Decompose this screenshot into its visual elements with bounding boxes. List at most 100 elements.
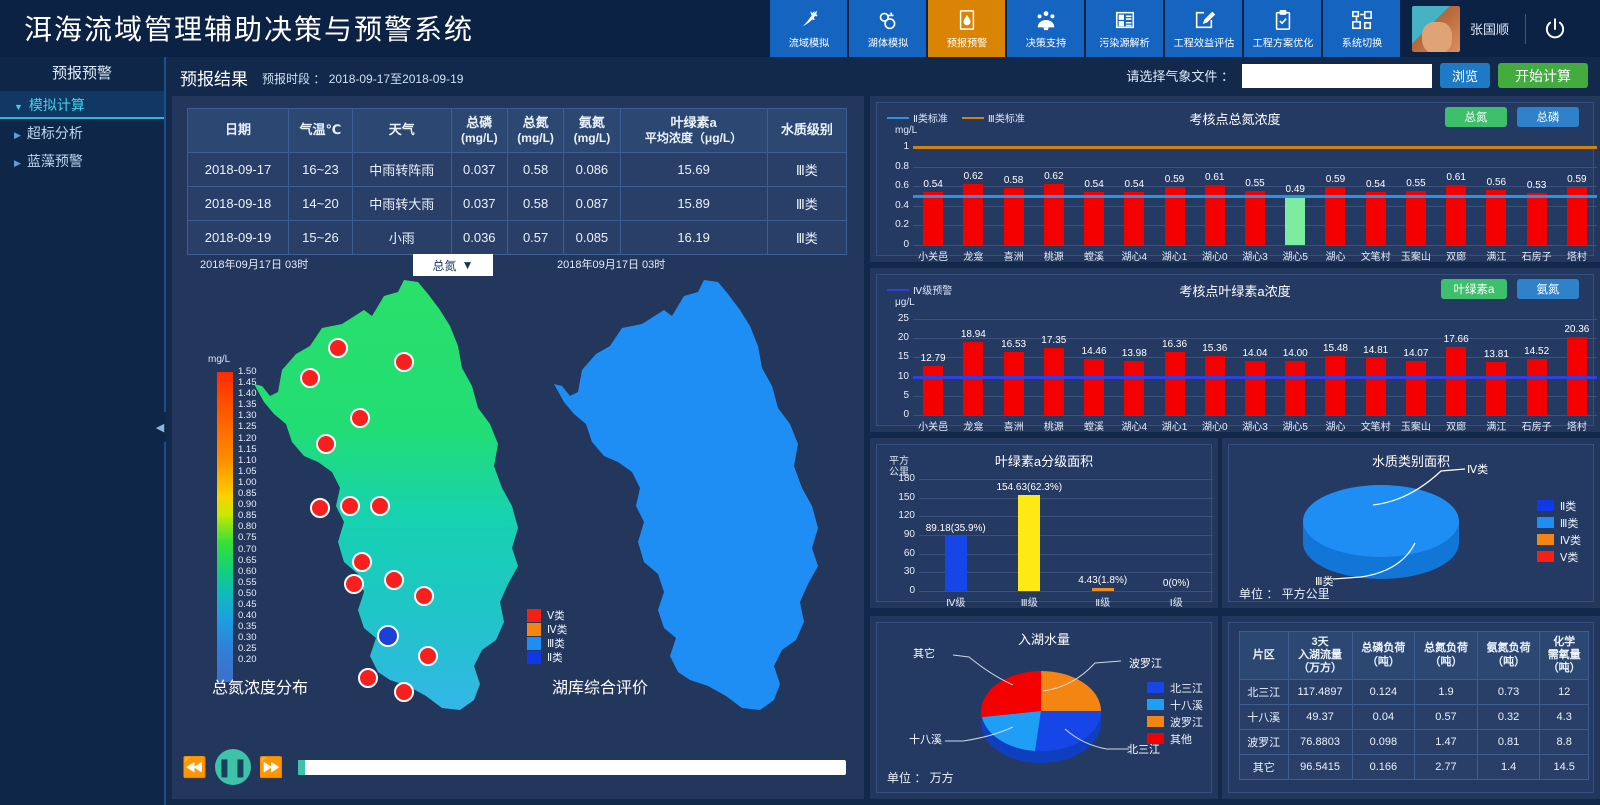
bar[interactable] bbox=[1285, 361, 1306, 415]
pie-legend-row[interactable]: Ⅴ类 bbox=[1536, 548, 1581, 565]
timeline-scrubber[interactable] bbox=[297, 759, 846, 775]
bar[interactable] bbox=[1486, 190, 1507, 245]
bar[interactable] bbox=[1486, 361, 1507, 415]
bar[interactable] bbox=[1164, 187, 1185, 245]
bar[interactable] bbox=[1164, 352, 1185, 415]
pie-legend-row[interactable]: Ⅲ类 bbox=[1536, 514, 1581, 531]
chart-wq-area: 水质类别面积 Ⅳ类 Ⅲ类 单位 ： 平方公里 Ⅱ类 Ⅲ类 Ⅳ类 Ⅴ类 bbox=[1228, 444, 1594, 602]
bar[interactable] bbox=[1003, 351, 1024, 415]
bar[interactable] bbox=[1204, 185, 1225, 245]
bar[interactable] bbox=[1446, 347, 1467, 415]
pie-legend-row[interactable]: Ⅳ类 bbox=[1536, 531, 1581, 548]
bar[interactable] bbox=[1325, 355, 1346, 415]
inflow-pie[interactable] bbox=[977, 665, 1112, 775]
gridline bbox=[919, 591, 1213, 592]
bar[interactable] bbox=[923, 192, 944, 245]
power-icon[interactable] bbox=[1542, 16, 1568, 42]
nav-tab-2[interactable]: 湖体模拟 bbox=[849, 0, 926, 57]
bar[interactable] bbox=[1285, 196, 1306, 245]
gridline bbox=[919, 516, 1213, 518]
bar[interactable] bbox=[1091, 588, 1114, 591]
map-left-shape[interactable] bbox=[212, 266, 612, 736]
bar[interactable] bbox=[1405, 360, 1426, 415]
sidebar-item-1[interactable]: ▼ 模拟计算 bbox=[0, 91, 164, 119]
legend-swatch bbox=[527, 608, 541, 622]
nav-tab-3[interactable]: 预报预警 bbox=[928, 0, 1005, 57]
bar[interactable] bbox=[1043, 184, 1064, 245]
bar[interactable] bbox=[1124, 192, 1145, 245]
bar[interactable] bbox=[1043, 348, 1064, 415]
bar[interactable] bbox=[1018, 494, 1041, 591]
chla-toggle-button[interactable]: 叶绿素a bbox=[1441, 279, 1507, 299]
bar[interactable] bbox=[1446, 185, 1467, 245]
loads-col-header: 总磷负荷 （吨） bbox=[1351, 631, 1416, 680]
weather-cell: 0.036 bbox=[450, 220, 508, 255]
bar-value-label: 17.66 bbox=[1443, 334, 1469, 346]
nav-tab-5[interactable]: 污染源解析 bbox=[1086, 0, 1163, 57]
nav-tab-1[interactable]: 流域模拟 bbox=[770, 0, 847, 57]
colorbar-tick: 1.20 bbox=[238, 432, 257, 444]
y-tick-label: 1 bbox=[903, 141, 909, 152]
loads-cell: 96.5415 bbox=[1287, 754, 1353, 780]
chart-legend-item[interactable]: Ⅲ类标准 bbox=[961, 110, 1025, 125]
pie-legend-row[interactable]: 十八溪 bbox=[1147, 696, 1203, 713]
parameter-select[interactable]: 总氮 ▼ bbox=[413, 254, 493, 276]
bar[interactable] bbox=[1526, 193, 1547, 245]
main-nav-tabs: 流域模拟 湖体模拟 预报预警 决策支持 污染源解析 工程效益评估 工程方案优化 系统切换 bbox=[770, 0, 1400, 57]
pause-icon[interactable]: ❚❚ bbox=[214, 749, 251, 785]
nav-tab-4[interactable]: 决策支持 bbox=[1007, 0, 1084, 57]
x-tick-label: 湖心1 bbox=[1161, 252, 1188, 263]
rewind-icon[interactable]: ⏪ bbox=[182, 756, 207, 779]
page-title: 洱海流域管理辅助决策与预警系统 bbox=[24, 14, 475, 45]
bar[interactable] bbox=[1245, 361, 1265, 415]
bar[interactable] bbox=[1526, 359, 1547, 415]
x-tick-label: 满江 bbox=[1486, 422, 1507, 433]
legend-label: Ⅳ类 bbox=[1559, 534, 1581, 547]
bar[interactable] bbox=[1084, 192, 1105, 245]
bar[interactable] bbox=[1566, 187, 1587, 245]
bar[interactable] bbox=[1124, 361, 1145, 415]
gridline bbox=[919, 497, 1213, 499]
sidebar-collapse-handle[interactable]: ◀ bbox=[154, 412, 166, 442]
bar[interactable] bbox=[923, 365, 944, 415]
sidebar-item-2[interactable]: ▶ 超标分析 bbox=[0, 119, 164, 147]
nav-tab-8[interactable]: 系统切换 bbox=[1323, 0, 1400, 57]
gridline bbox=[919, 535, 1213, 536]
weather-col-header: 天气 bbox=[351, 108, 452, 153]
bar[interactable] bbox=[1405, 191, 1426, 245]
nav-tab-6[interactable]: 工程效益评估 bbox=[1165, 0, 1242, 57]
fast-forward-icon[interactable]: ⏩ bbox=[258, 756, 284, 779]
sidebar-item-3[interactable]: ▶ 蓝藻预警 bbox=[0, 147, 164, 175]
weather-file-input[interactable] bbox=[1242, 63, 1432, 88]
pie-legend-row[interactable]: 波罗江 bbox=[1147, 713, 1203, 730]
wq-pie[interactable] bbox=[1291, 473, 1471, 583]
x-tick-label: 双廊 bbox=[1446, 252, 1467, 263]
loads-cell: 2.77 bbox=[1414, 754, 1478, 780]
bar[interactable] bbox=[963, 342, 984, 415]
bar[interactable] bbox=[1084, 359, 1105, 415]
bar[interactable] bbox=[1204, 356, 1225, 415]
colorbar-tick: 0.75 bbox=[238, 532, 257, 544]
browse-button[interactable]: 浏览 bbox=[1440, 63, 1490, 88]
legend-swatch bbox=[1147, 682, 1164, 693]
chart-legend-item[interactable]: Ⅱ类标准 bbox=[887, 110, 948, 125]
bar[interactable] bbox=[1365, 192, 1386, 245]
nh3-toggle-button[interactable]: 氨氮 bbox=[1517, 279, 1579, 299]
pie-legend-row[interactable]: 其他 bbox=[1147, 730, 1203, 747]
pie-legend-row[interactable]: 北三江 bbox=[1147, 679, 1203, 696]
colorbar-tick: 1.30 bbox=[238, 410, 257, 422]
map-right-shape[interactable] bbox=[552, 266, 852, 736]
chart-legend-item[interactable]: Ⅳ级预警 bbox=[887, 282, 952, 297]
pie-legend-row[interactable]: Ⅱ类 bbox=[1536, 497, 1581, 514]
bar[interactable] bbox=[1365, 358, 1386, 415]
bar[interactable] bbox=[963, 184, 984, 245]
nav-tab-7[interactable]: 工程方案优化 bbox=[1244, 0, 1321, 57]
bar[interactable] bbox=[1003, 188, 1024, 245]
tp-toggle-button[interactable]: 总磷 bbox=[1517, 107, 1579, 127]
user-box: 张国顺 bbox=[1400, 0, 1600, 57]
start-calculation-button[interactable]: 开始计算 bbox=[1498, 63, 1588, 88]
bar[interactable] bbox=[944, 535, 967, 591]
bar[interactable] bbox=[1325, 187, 1346, 245]
bar[interactable] bbox=[1245, 191, 1265, 245]
tn-toggle-button[interactable]: 总氮 bbox=[1445, 107, 1507, 127]
